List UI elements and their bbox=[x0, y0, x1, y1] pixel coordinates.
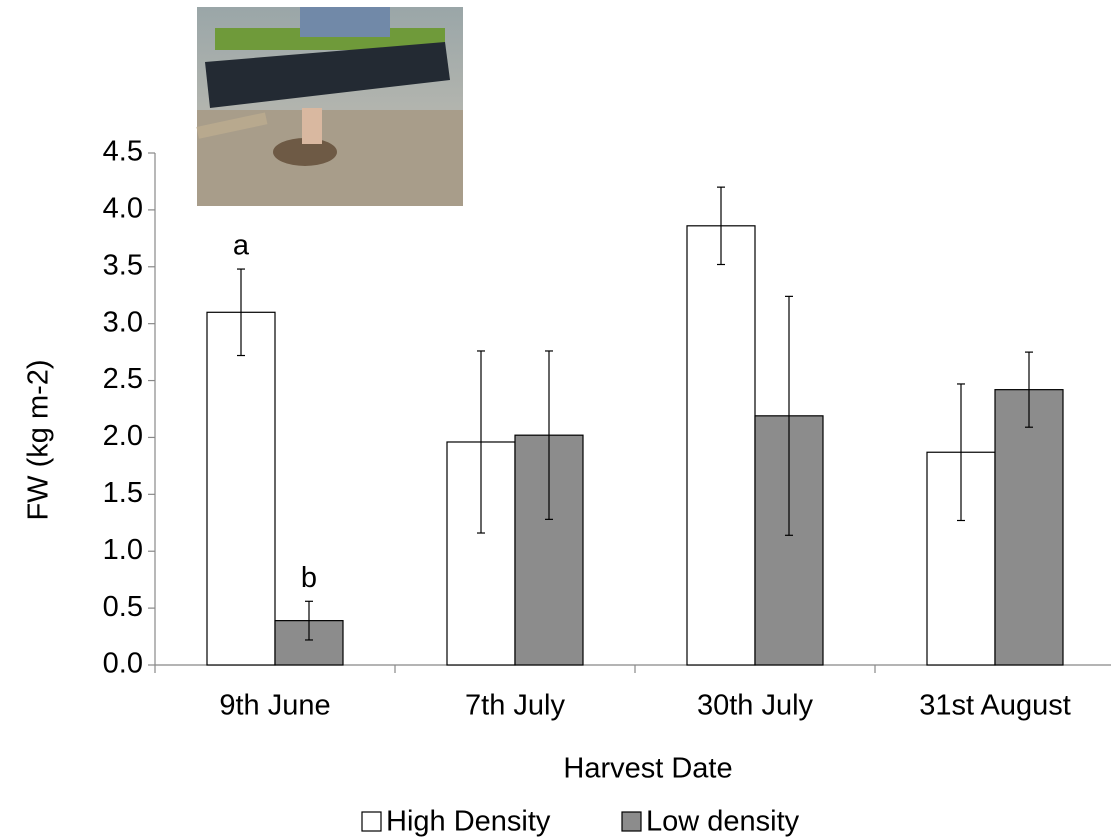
y-tick-label: 0.5 bbox=[103, 591, 143, 623]
y-tick-label: 2.5 bbox=[103, 363, 143, 395]
legend-label: Low density bbox=[646, 806, 800, 838]
x-axis-title: Harvest Date bbox=[563, 753, 732, 785]
legend-label: High Density bbox=[386, 806, 551, 838]
y-tick-label: 3.0 bbox=[103, 306, 143, 338]
legend-swatch bbox=[362, 812, 381, 831]
photo bbox=[196, 7, 463, 206]
x-tick-label: 31st August bbox=[919, 690, 1071, 722]
y-tick-label: 2.0 bbox=[103, 420, 143, 452]
bar bbox=[995, 390, 1063, 665]
bar bbox=[687, 226, 755, 665]
chart: FW (kg m-2) Harvest Date 0.0 0.5 1.0 1.5 2.0… bbox=[0, 0, 1111, 840]
y-tick-label: 1.0 bbox=[103, 534, 143, 566]
annotation: a bbox=[233, 230, 250, 262]
y-tick-label: 3.5 bbox=[103, 249, 143, 281]
legend-swatch bbox=[622, 812, 641, 831]
y-axis-title: FW (kg m-2) bbox=[23, 359, 55, 520]
y-tick-label: 4.5 bbox=[103, 136, 143, 168]
y-tick-label: 1.5 bbox=[103, 477, 143, 509]
annotation: b bbox=[301, 562, 317, 594]
bar bbox=[207, 312, 275, 665]
y-tick-label: 0.0 bbox=[103, 648, 143, 680]
x-tick-label: 9th June bbox=[219, 690, 330, 722]
x-tick-label: 7th July bbox=[465, 690, 565, 722]
x-tick-label: 30th July bbox=[697, 690, 814, 722]
y-tick-label: 4.0 bbox=[103, 193, 143, 225]
